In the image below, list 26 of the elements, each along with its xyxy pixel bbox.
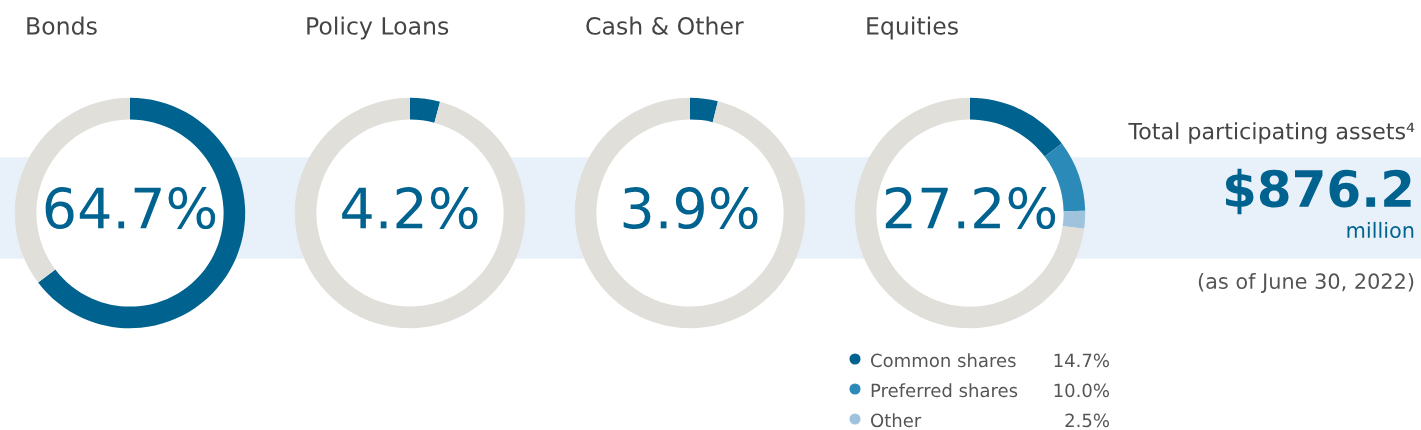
- text: 3.9%: [623, 187, 758, 230]
- legend-label: Other: [871, 413, 922, 428]
- text: 64.7%: [45, 187, 216, 230]
- chart-title: Equities: [867, 16, 958, 40]
- data-label: 2.5%: [1065, 413, 1109, 428]
- legend-label: Common shares: [871, 353, 1016, 368]
- chart-title: Policy Loans: [307, 16, 449, 40]
- chart-title: Cash & Other: [586, 16, 744, 35]
- data-label: 14.7%: [1054, 353, 1109, 368]
- donut-slice: [410, 97, 441, 123]
- donut-slice: [294, 97, 526, 329]
- legend-label: Preferred shares: [871, 383, 1018, 398]
- donut-slice: [1062, 210, 1086, 229]
- text: (as of June 30, 2022): [1198, 272, 1414, 293]
- donut-slice: [690, 97, 718, 123]
- donut-slice: [574, 97, 806, 329]
- text: 27.2%: [885, 187, 1056, 230]
- donut-slice: [854, 97, 1085, 329]
- text: million: [1347, 221, 1414, 239]
- text: Total participating assets⁴: [1128, 122, 1415, 144]
- chart-title: Bonds: [27, 16, 97, 35]
- text: 4.2%: [342, 187, 478, 230]
- text: $876.2: [1225, 168, 1411, 215]
- donut-slice: [38, 97, 246, 329]
- data-label: 10.0%: [1054, 383, 1109, 398]
- donut-slice: [970, 97, 1062, 157]
